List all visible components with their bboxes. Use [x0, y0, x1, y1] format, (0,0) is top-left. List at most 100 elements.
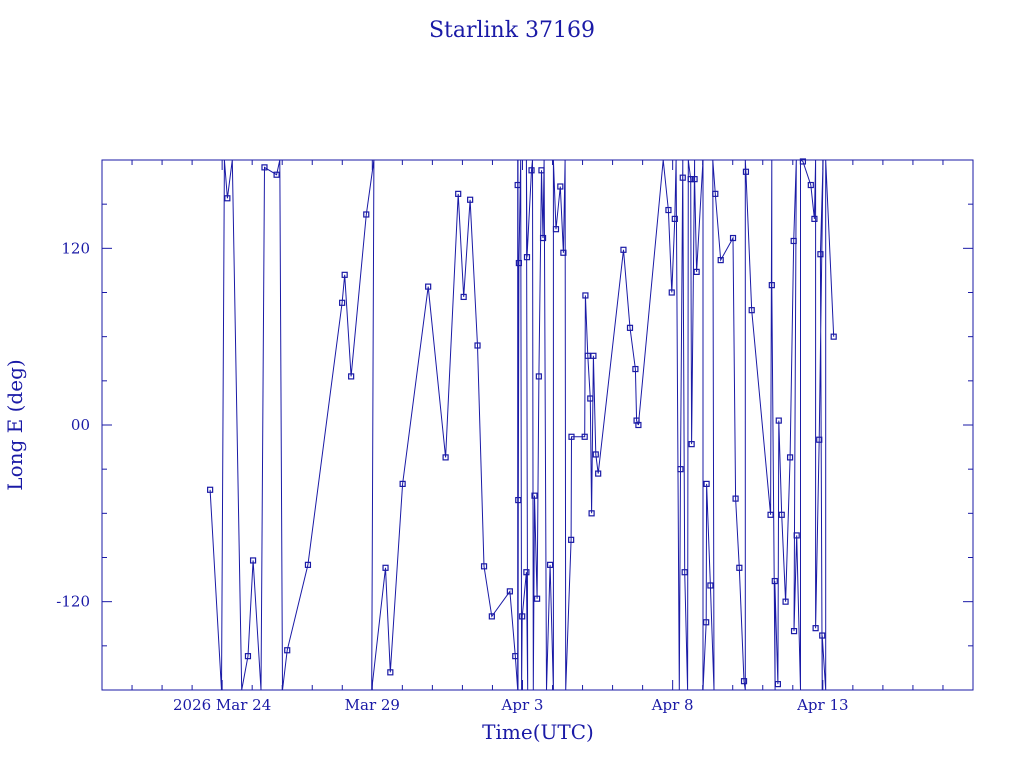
- data-point: [515, 259, 522, 267]
- data-point: [767, 511, 774, 518]
- data-point: [748, 307, 755, 314]
- y-tick-label: 120: [61, 239, 90, 257]
- data-point: [207, 486, 214, 493]
- data-point: [474, 342, 481, 349]
- data-point: [568, 433, 575, 440]
- data-point: [512, 653, 519, 660]
- data-point: [425, 283, 432, 290]
- y-axis-label: Long E (deg): [3, 359, 27, 490]
- data-point: [817, 251, 824, 258]
- data-point: [534, 595, 541, 602]
- data-point: [717, 257, 724, 264]
- data-point: [588, 510, 595, 517]
- data-point: [830, 333, 837, 340]
- data-point: [568, 536, 575, 543]
- x-tick-label: Mar 29: [345, 696, 400, 714]
- data-point: [736, 564, 743, 571]
- data-point: [224, 195, 231, 202]
- data-point: [592, 451, 599, 458]
- data-point: [793, 532, 800, 539]
- x-tick-label: 2026 Mar 24: [173, 696, 271, 714]
- axis-ticks: [101, 159, 974, 691]
- data-point: [480, 563, 488, 570]
- data-point: [560, 249, 567, 256]
- data-point: [595, 470, 602, 477]
- data-point: [584, 352, 591, 359]
- data-point: [539, 234, 547, 242]
- data-point: [587, 395, 594, 402]
- x-axis-label: Time(UTC): [482, 720, 594, 744]
- data-point: [681, 569, 688, 576]
- data-point: [535, 373, 542, 380]
- data-point: [547, 561, 554, 568]
- axis-tick-labels: 2026 Mar 24 Mar 29 Apr 3 Apr 8 Apr 13 120 00 -1…: [56, 239, 848, 714]
- data-point: [812, 625, 819, 632]
- data-point: [442, 454, 449, 461]
- data-point: [582, 292, 589, 299]
- data-point: [742, 168, 750, 175]
- x-tick-label: Apr 13: [796, 696, 848, 714]
- data-point: [799, 158, 807, 165]
- data-point: [790, 237, 797, 245]
- data-point: [819, 632, 826, 639]
- data-point: [703, 619, 710, 626]
- data-point: [679, 174, 686, 181]
- data-point: [363, 211, 370, 218]
- data-point: [244, 653, 252, 660]
- data-point: [273, 171, 280, 178]
- data-point: [387, 669, 394, 676]
- data-point: [635, 421, 642, 429]
- data-point: [538, 167, 545, 174]
- data-point: [523, 569, 530, 576]
- data-point: [523, 254, 531, 261]
- data-point: [382, 564, 389, 571]
- data-point: [671, 215, 678, 222]
- data-point: [811, 215, 818, 222]
- data-point: [488, 613, 495, 620]
- data-point: [581, 433, 588, 440]
- data-point: [626, 324, 634, 331]
- series-layer: [207, 158, 837, 691]
- data-point: [528, 167, 535, 174]
- data-point: [677, 466, 684, 473]
- data-point: [774, 681, 781, 688]
- data-point: [693, 268, 700, 275]
- chart-title: Starlink 37169: [429, 18, 595, 43]
- data-point: [688, 441, 695, 448]
- data-point: [515, 496, 522, 504]
- data-point: [632, 365, 639, 373]
- data-point: [740, 678, 748, 685]
- data-point: [703, 480, 710, 487]
- data-point: [399, 480, 406, 487]
- y-tick-label: 00: [71, 416, 90, 434]
- data-point: [460, 293, 467, 301]
- data-point: [816, 436, 823, 443]
- data-point: [467, 196, 474, 203]
- data-point: [249, 557, 257, 564]
- data-point: [782, 598, 789, 605]
- data-point: [455, 190, 462, 197]
- data-point: [514, 181, 521, 189]
- series-line: [209, 159, 835, 691]
- data-point: [665, 206, 672, 214]
- data-point: [590, 352, 597, 359]
- plot-frame: [101, 159, 974, 691]
- data-point: [506, 588, 513, 595]
- data-point: [687, 176, 694, 183]
- x-tick-label: Apr 8: [651, 696, 694, 714]
- data-point: [668, 289, 675, 296]
- data-point: [552, 226, 560, 233]
- data-point: [732, 495, 739, 502]
- data-point: [778, 511, 785, 518]
- data-point: [807, 181, 814, 189]
- data-point: [304, 561, 312, 568]
- data-point: [729, 234, 737, 242]
- data-point: [284, 647, 291, 654]
- data-point: [691, 176, 698, 183]
- data-point: [707, 582, 714, 589]
- data-point: [771, 577, 778, 585]
- data-point: [339, 299, 346, 306]
- data-point: [519, 613, 526, 620]
- data-point: [786, 454, 794, 461]
